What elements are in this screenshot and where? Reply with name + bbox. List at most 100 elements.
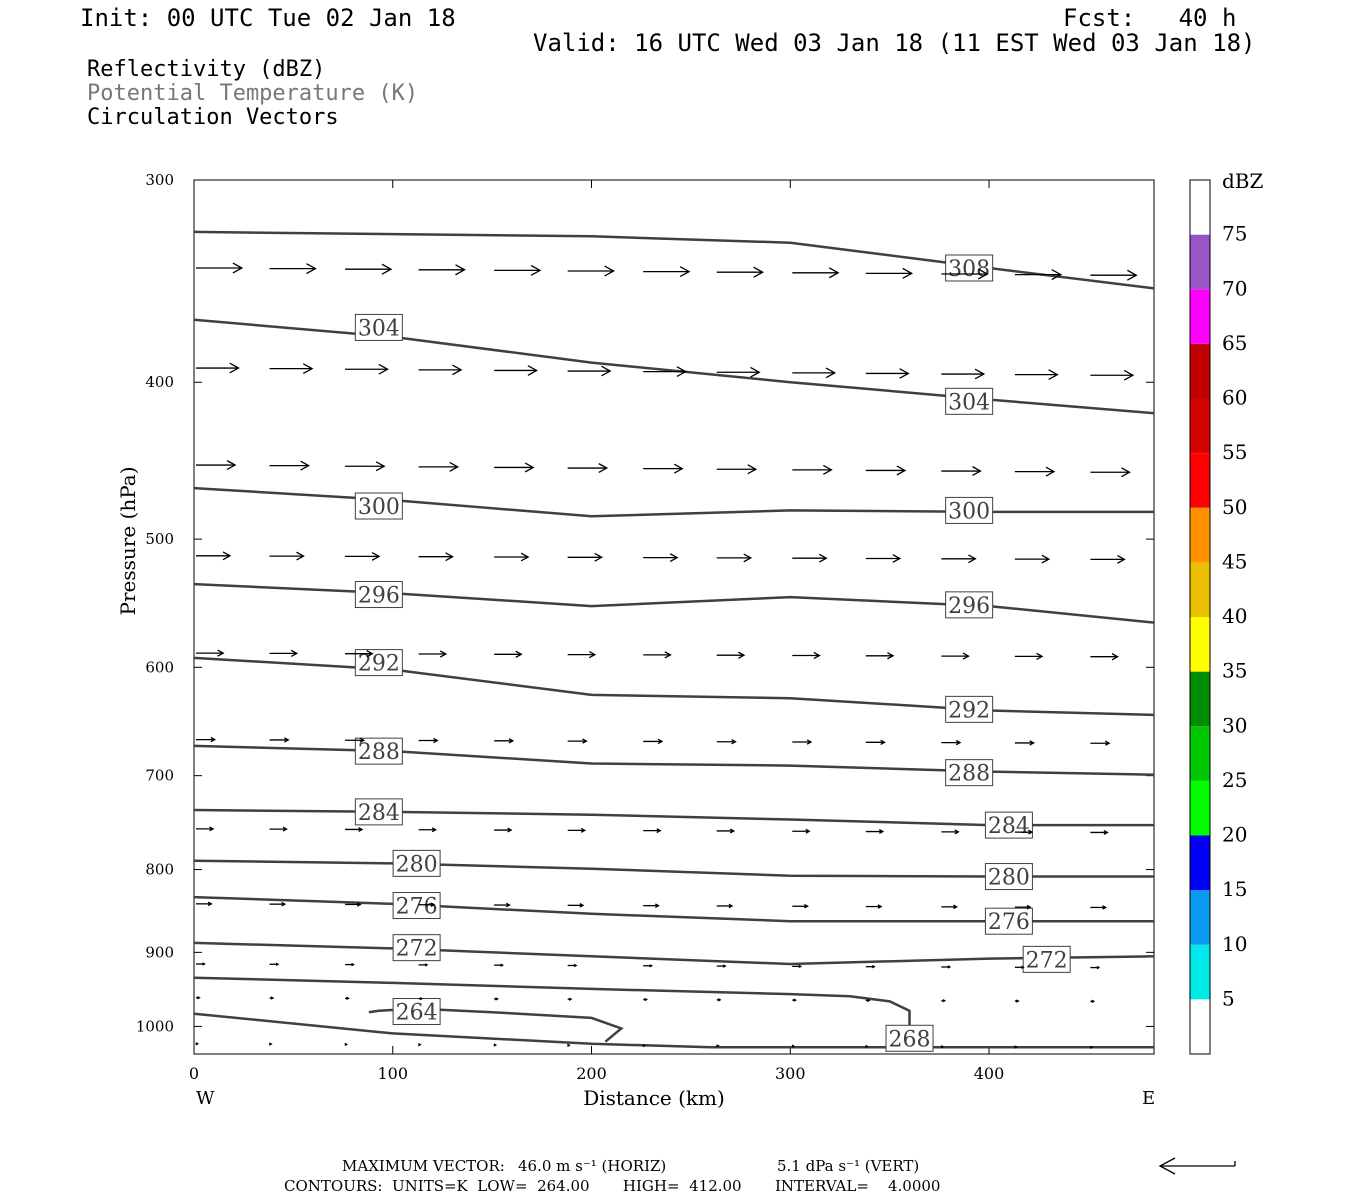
contour-label-box xyxy=(392,934,441,962)
x-tick-label: 400 xyxy=(974,1064,1005,1083)
contour-label-box xyxy=(945,695,994,723)
vector-arrowhead xyxy=(823,464,833,475)
y-axis-title: Pressure (hPa) xyxy=(116,467,140,616)
y-tick-label: 500 xyxy=(145,530,174,548)
contour-label: 304 xyxy=(948,390,990,415)
vector-arrowhead xyxy=(449,461,460,472)
vector-arrowhead xyxy=(1021,965,1025,969)
contour-label: 296 xyxy=(358,584,400,609)
vector-arrowhead xyxy=(743,553,753,563)
vector-arrowhead xyxy=(505,902,511,908)
vector-arrowhead xyxy=(942,999,947,1003)
contour-label: 280 xyxy=(988,866,1030,891)
vector-arrowhead xyxy=(524,462,535,473)
vector-arrowhead xyxy=(527,365,538,376)
vector-arrowhead xyxy=(1126,269,1138,281)
vector-arrowhead xyxy=(594,552,604,562)
colorbar-label: 60 xyxy=(1222,386,1247,410)
contour-label: 300 xyxy=(948,499,990,524)
vector-arrowhead xyxy=(656,828,662,834)
init-time: Init: 00 UTC Tue 02 Jan 18 xyxy=(80,4,456,32)
vector-arrowhead xyxy=(366,650,374,658)
vector-arrowhead xyxy=(679,266,691,278)
vector-arrowhead xyxy=(753,266,764,278)
colorbar-label: 50 xyxy=(1222,495,1247,519)
colorbar-segment xyxy=(1190,398,1210,454)
vector-arrowhead xyxy=(226,460,237,471)
colorbar-segment xyxy=(1190,289,1210,344)
forecast-hour: Fcst: 40 h xyxy=(1063,4,1237,32)
vector-arrowhead xyxy=(729,828,736,834)
vector-arrowhead xyxy=(351,962,355,967)
vector-arrowhead xyxy=(642,1043,647,1048)
colorbar-title: dBZ xyxy=(1222,169,1264,193)
vector-arrowhead xyxy=(1102,905,1108,910)
vector-arrowhead xyxy=(657,738,664,745)
vector-arrowhead xyxy=(887,652,895,660)
contour-label: 280 xyxy=(396,852,438,877)
vector-arrowhead xyxy=(359,737,366,743)
vector-arrowhead xyxy=(452,364,463,376)
contour-label-box xyxy=(945,591,994,619)
vector-arrowhead xyxy=(1123,369,1135,381)
vector-arrowhead xyxy=(282,826,288,832)
max-vector-horiz: 46.0 m s⁻¹ (HORIZ) xyxy=(518,1157,667,1175)
vector-arrowhead xyxy=(947,965,952,969)
isentrope-300 xyxy=(193,486,1154,518)
vector-arrowhead xyxy=(195,1042,200,1046)
isentrope-264-loop xyxy=(368,1007,624,1043)
contour-label-box xyxy=(354,492,403,520)
vector-arrowhead xyxy=(270,996,275,1000)
contour-label: 300 xyxy=(358,495,400,520)
vector-arrowhead xyxy=(1026,904,1032,910)
vector-arrowhead xyxy=(865,1044,869,1049)
colorbar-segment xyxy=(1190,180,1210,235)
vector-arrowhead xyxy=(716,1044,720,1048)
colorbar-label: 20 xyxy=(1222,823,1247,847)
vector-arrowhead xyxy=(567,1043,571,1047)
vector-arrowhead xyxy=(209,826,215,832)
contour-label-box xyxy=(984,907,1033,935)
vector-arrowhead xyxy=(222,551,232,561)
valid-time: Valid: 16 UTC Wed 03 Jan 18 (11 EST Wed … xyxy=(533,29,1256,57)
colorbar-segment xyxy=(1190,944,1210,1000)
vector-arrowhead xyxy=(664,651,672,659)
vector-arrowhead xyxy=(507,827,513,833)
vector-arrowhead xyxy=(281,901,287,907)
isentrope-308 xyxy=(193,230,1155,290)
vector-arrowhead xyxy=(798,964,803,969)
colorbar-segment xyxy=(1190,890,1210,945)
contour-label-box xyxy=(885,1024,934,1052)
vector-arrowhead xyxy=(500,963,504,967)
vector-arrowhead xyxy=(424,963,429,967)
vector-arrowhead xyxy=(968,554,977,564)
colorbar-label: 10 xyxy=(1222,932,1247,956)
contours-info: CONTOURS: UNITS=K LOW= 264.00 HIGH= 412.… xyxy=(284,1177,941,1195)
contour-label-box xyxy=(354,798,403,826)
contour-label-box xyxy=(945,254,994,282)
x-end-label-west: W xyxy=(196,1088,215,1109)
vector-arrowhead xyxy=(210,736,217,743)
vector-arrowhead xyxy=(381,263,393,275)
vector-arrowhead xyxy=(1103,829,1109,835)
vector-arrowhead xyxy=(1036,652,1044,661)
vector-arrowhead xyxy=(1029,740,1035,746)
vector-arrowhead xyxy=(508,738,515,744)
vector-arrowhead xyxy=(793,998,798,1002)
vector-arrowhead xyxy=(232,262,244,274)
vector-arrowhead xyxy=(1014,1045,1018,1049)
vector-arrowhead xyxy=(828,267,840,279)
y-tick-label: 400 xyxy=(145,373,174,391)
x-tick-label: 300 xyxy=(775,1064,806,1083)
vector-arrowhead xyxy=(896,465,907,476)
vector-arrowhead xyxy=(356,902,362,907)
vector-arrowhead xyxy=(1111,653,1119,661)
contour-label-box xyxy=(392,849,441,877)
vector-arrowhead xyxy=(655,903,660,908)
legend-reflectivity: Reflectivity (dBZ) xyxy=(87,57,326,82)
y-tick-label: 600 xyxy=(145,658,174,676)
vector-arrowhead xyxy=(669,553,679,563)
vector-arrowhead xyxy=(300,460,310,471)
contour-label: 272 xyxy=(396,937,438,962)
contour-label: 292 xyxy=(948,698,990,723)
